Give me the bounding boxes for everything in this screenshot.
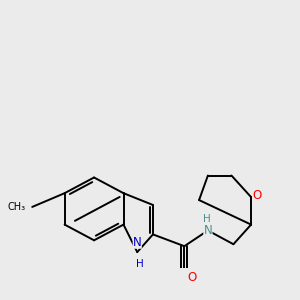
Text: H: H [136, 259, 143, 269]
Text: CH₃: CH₃ [8, 202, 26, 212]
Text: O: O [252, 189, 262, 202]
Text: N: N [203, 224, 212, 237]
Text: N: N [133, 236, 142, 248]
Text: O: O [187, 271, 196, 284]
Text: H: H [202, 214, 210, 224]
